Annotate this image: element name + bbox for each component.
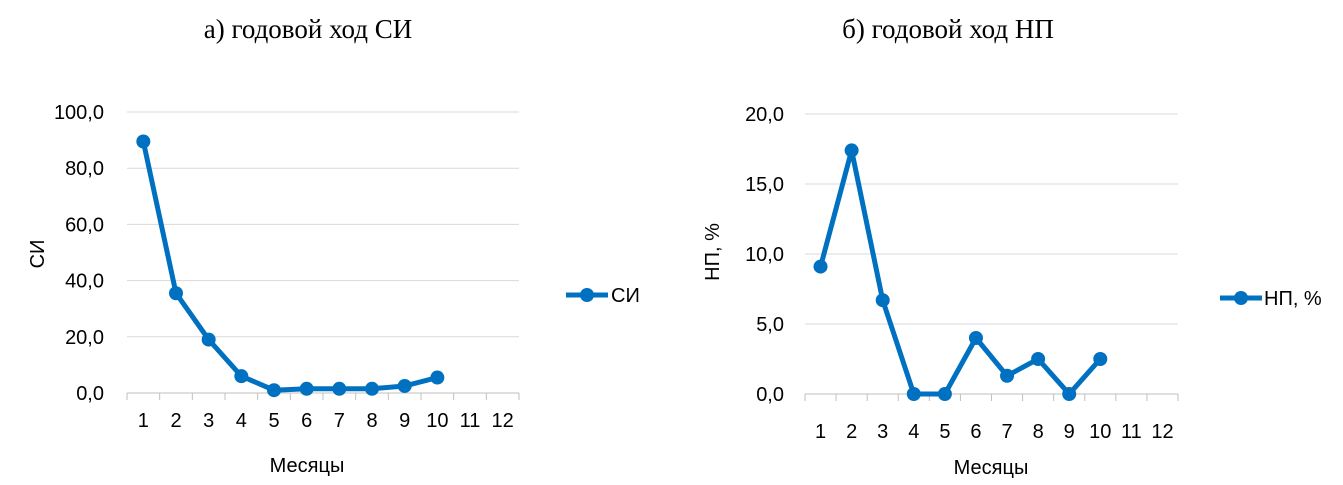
data-point	[968, 331, 983, 345]
x-tick-label: 5	[268, 410, 279, 432]
data-point	[365, 381, 379, 396]
x-tick-label: 1	[138, 410, 149, 432]
data-point	[234, 369, 249, 384]
data-point	[430, 370, 445, 385]
legend-label: НП, %	[1264, 288, 1322, 310]
legend: СИ	[566, 285, 640, 307]
series-line-path	[140, 139, 440, 393]
x-tick-label: 11	[460, 410, 481, 432]
x-tick-label: 8	[1033, 421, 1044, 443]
x-tick-label: 6	[970, 421, 981, 443]
x-tick-label: 5	[939, 421, 950, 443]
x-tick-label: 2	[170, 410, 181, 432]
x-axis-title: Месяцы	[954, 457, 1029, 479]
data-point	[1031, 352, 1046, 366]
data-point	[397, 378, 412, 393]
series-line	[136, 134, 445, 398]
y-tick-label: 10,0	[745, 244, 784, 266]
legend-point-marker	[580, 288, 594, 302]
chart-title: б) годовой ход НП	[842, 14, 1054, 44]
data-point	[937, 387, 952, 401]
data-point	[332, 381, 347, 396]
chart-si: а) годовой ход СИ 0,020,040,060,080,0100…	[27, 14, 640, 477]
x-tick-label: 10	[426, 410, 448, 432]
y-tick-label: 5,0	[756, 314, 784, 336]
legend-point-marker	[1234, 291, 1248, 305]
series-line	[813, 143, 1108, 401]
y-tick-label: 80,0	[65, 158, 104, 180]
x-axis	[804, 393, 1179, 401]
x-axis-tick-labels: 1 2 3 4 5 6 7 8 9 10 11 12	[815, 421, 1174, 443]
data-point	[299, 381, 314, 396]
x-tick-label: 9	[399, 410, 410, 432]
y-tick-label: 20,0	[65, 327, 104, 349]
x-tick-label: 6	[301, 410, 312, 432]
data-point	[1093, 352, 1108, 366]
y-tick-label: 0,0	[76, 383, 104, 405]
x-axis-title: Месяцы	[270, 455, 345, 477]
x-tick-label: 10	[1089, 421, 1111, 443]
y-axis-tick-labels: 0,0 5,0 10,0 15,0 20,0	[745, 104, 784, 406]
data-point	[906, 387, 921, 401]
data-point	[844, 143, 859, 158]
x-tick-label: 1	[815, 421, 826, 443]
legend-label: СИ	[611, 285, 640, 307]
gridlines	[805, 113, 1178, 325]
data-point	[267, 383, 281, 398]
data-point	[875, 293, 890, 308]
x-tick-label: 3	[877, 421, 888, 443]
y-tick-label: 100,0	[54, 102, 104, 124]
x-axis	[126, 392, 520, 400]
x-tick-label: 3	[203, 410, 214, 432]
x-tick-label: 12	[1151, 421, 1173, 443]
data-point	[169, 286, 183, 301]
x-tick-label: 7	[1001, 421, 1012, 443]
y-axis-title: НП, %	[702, 223, 724, 281]
x-tick-label: 11	[1121, 421, 1142, 443]
data-point	[813, 259, 828, 274]
x-tick-label: 7	[334, 410, 345, 432]
y-tick-label: 60,0	[65, 214, 104, 236]
y-tick-label: 40,0	[65, 271, 104, 293]
x-tick-label: 2	[846, 421, 857, 443]
y-tick-label: 20,0	[745, 104, 784, 126]
y-tick-label: 15,0	[745, 174, 784, 196]
data-point	[1000, 368, 1015, 383]
legend: НП, %	[1220, 288, 1322, 310]
data-point	[136, 134, 151, 149]
y-tick-label: 0,0	[756, 384, 784, 406]
x-axis-tick-labels: 1 2 3 4 5 6 7 8 9 10 11 12	[138, 410, 514, 432]
gridlines	[127, 111, 519, 338]
x-tick-label: 9	[1064, 421, 1075, 443]
chart-title: а) годовой ход СИ	[204, 14, 413, 44]
y-axis-tick-labels: 0,0 20,0 40,0 60,0 80,0 100,0	[54, 102, 104, 405]
x-tick-label: 8	[366, 410, 377, 432]
x-tick-label: 4	[908, 421, 919, 443]
x-tick-label: 4	[236, 410, 247, 432]
series-line-path	[818, 147, 1103, 397]
data-point	[201, 332, 216, 347]
x-tick-label: 12	[492, 410, 514, 432]
data-point	[1062, 387, 1077, 401]
y-axis-title: СИ	[27, 240, 49, 269]
